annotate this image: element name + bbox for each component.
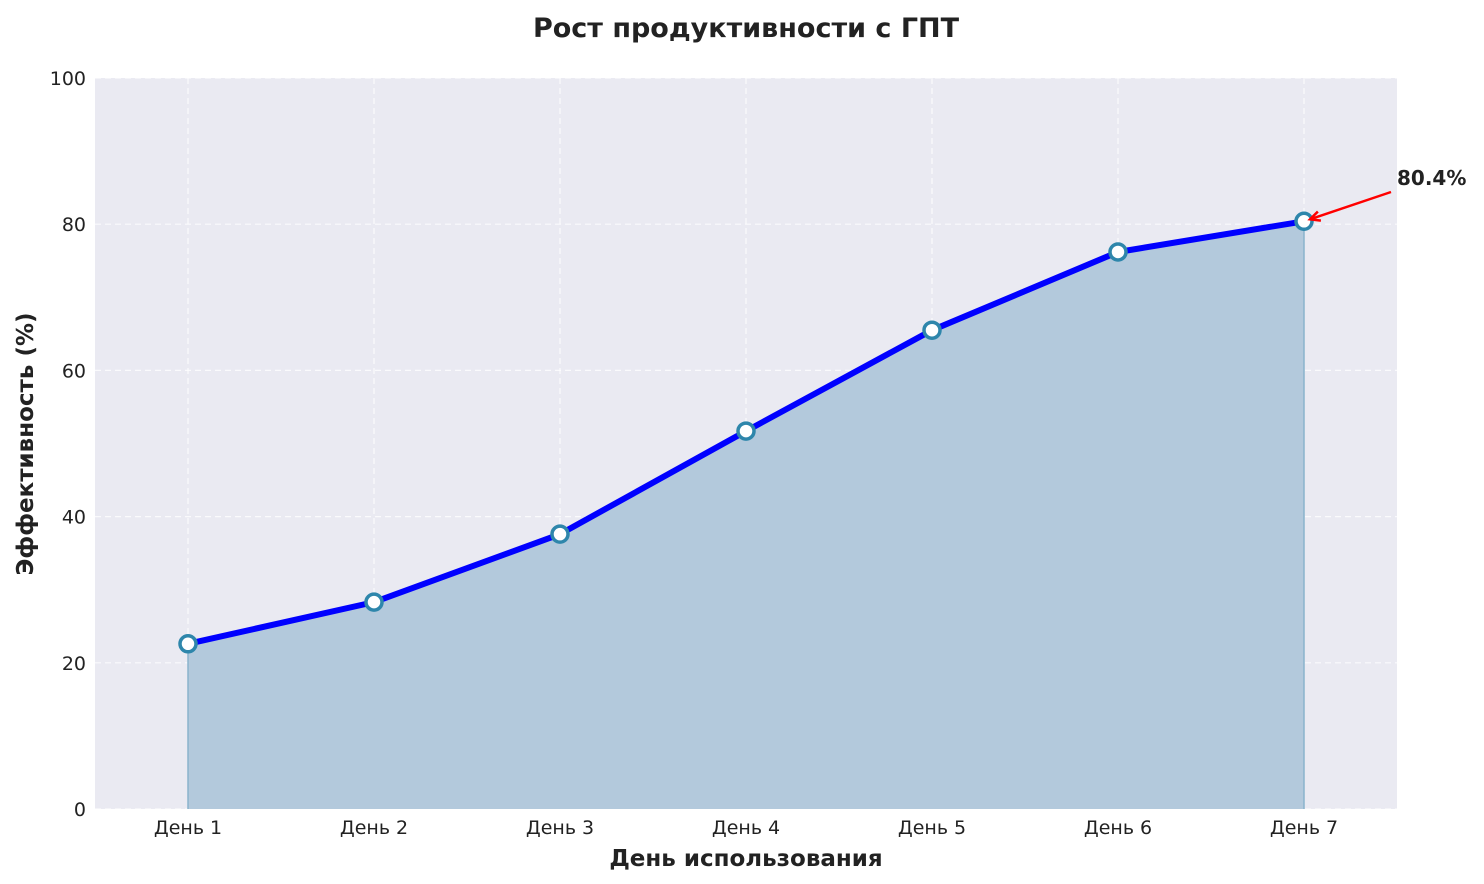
y-tick-label: 20 [62, 653, 86, 675]
x-axis-label: День использования [609, 846, 882, 872]
x-tick-label: День 2 [340, 817, 408, 839]
markers [178, 211, 1314, 654]
area-fill [188, 221, 1304, 809]
annotation-arrowhead [1307, 210, 1322, 222]
data-point [178, 634, 198, 654]
data-point [1108, 242, 1128, 262]
x-tick-label: День 7 [1270, 817, 1338, 839]
x-tick-label: День 6 [1084, 817, 1152, 839]
y-axis-label: Эффективность (%) [13, 312, 39, 575]
chart-title: Рост продуктивности с ГПТ [533, 13, 960, 44]
x-tick-label: День 3 [526, 817, 594, 839]
x-tick-label: День 4 [712, 817, 780, 839]
annotation-arrow [1309, 190, 1392, 221]
data-point [364, 592, 384, 612]
y-tick-label: 100 [50, 68, 86, 90]
data-point [550, 524, 570, 544]
x-axis-ticks: День 1 День 2 День 3 День 4 День 5 День 6 День… [154, 817, 1338, 839]
y-tick-label: 60 [62, 360, 86, 382]
y-tick-label: 80 [62, 214, 86, 236]
x-tick-label: День 5 [898, 817, 966, 839]
area-edges [187, 221, 1305, 809]
y-tick-label: 40 [62, 507, 86, 529]
y-axis-ticks: 0 20 40 60 80 100 [50, 68, 86, 821]
annotation: 80.4% [1307, 166, 1466, 222]
annotation-label: 80.4% [1397, 166, 1466, 190]
data-point [736, 421, 756, 441]
data-point [922, 320, 942, 340]
data-point [1294, 211, 1314, 232]
x-tick-label: День 1 [154, 817, 222, 839]
y-tick-label: 0 [74, 799, 86, 821]
